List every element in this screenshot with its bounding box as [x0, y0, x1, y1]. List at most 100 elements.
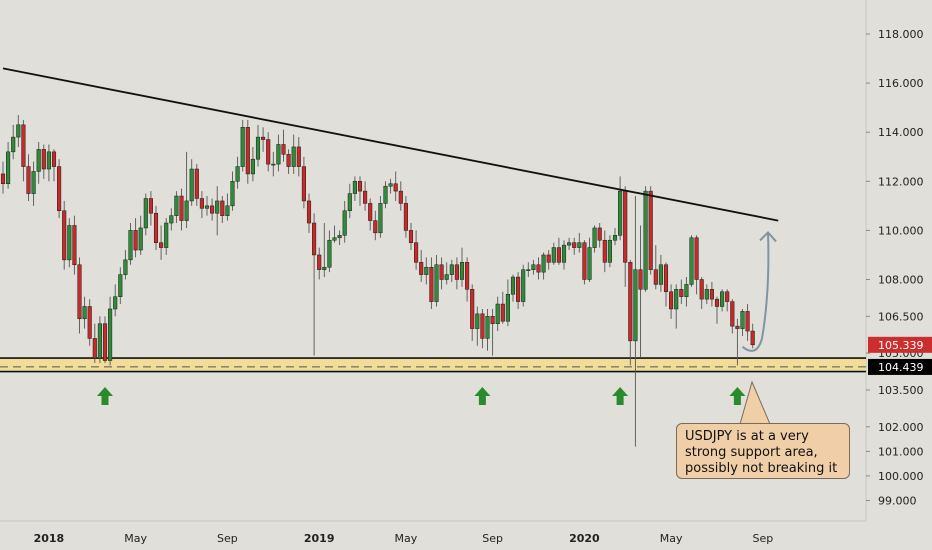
- price-tick-label: 108.000: [878, 274, 924, 287]
- candle-body: [41, 149, 46, 170]
- candle-body: [301, 166, 306, 202]
- candle-body: [536, 264, 541, 273]
- support-zone: [0, 357, 866, 373]
- annotation-line-3: possibly not breaking it: [685, 461, 838, 476]
- projection-curve: [741, 232, 770, 352]
- candle-body: [123, 259, 128, 275]
- candle-body: [465, 262, 470, 290]
- candle-body: [230, 181, 235, 207]
- candle-body: [495, 303, 500, 324]
- price-tick-label: 114.000: [878, 126, 924, 139]
- candle-body: [357, 181, 363, 192]
- candle-body: [169, 215, 174, 224]
- candle-body: [618, 190, 623, 236]
- candle-body: [281, 144, 286, 155]
- price-tick-label: 112.000: [878, 175, 924, 188]
- candle-body: [352, 181, 357, 194]
- candle-body: [709, 289, 714, 300]
- candle-body: [306, 200, 312, 224]
- candle-body: [597, 227, 602, 241]
- candle-body: [470, 289, 475, 329]
- candle-body: [582, 242, 587, 280]
- candle-body: [317, 254, 322, 270]
- candle-body: [730, 301, 735, 327]
- current-price-label: 105.339: [878, 339, 924, 352]
- candle-body: [271, 163, 276, 166]
- candle-body: [689, 237, 694, 285]
- time-axis: 2018 May Sep 2019 May Sep 2020 May Sep: [34, 532, 774, 545]
- candle-body: [26, 166, 31, 194]
- price-tick-label: 102.000: [878, 421, 924, 434]
- candle-body: [322, 266, 327, 270]
- candle-body: [133, 230, 138, 251]
- candle-body: [658, 264, 663, 285]
- candle-body: [704, 289, 709, 300]
- candle-body: [332, 237, 337, 241]
- candle-body: [699, 279, 704, 300]
- candle-body: [72, 225, 77, 266]
- candle-body: [521, 269, 526, 302]
- candle-body: [633, 269, 638, 342]
- candle-body: [638, 269, 643, 290]
- support-price-label: 104.439: [878, 361, 924, 374]
- candle-body: [485, 316, 490, 339]
- arrow-up-icon: [97, 387, 113, 405]
- candle-body: [735, 325, 740, 329]
- time-tick-label: Sep: [753, 532, 774, 545]
- candle-body: [108, 308, 113, 361]
- candle-body: [750, 330, 755, 346]
- candle-body: [607, 239, 612, 263]
- price-tick-label: 99.000: [878, 494, 917, 507]
- candle-body: [138, 227, 143, 251]
- support-zone-band: [0, 358, 866, 372]
- candle-body: [276, 144, 281, 165]
- price-tick-label: 103.500: [878, 384, 924, 397]
- time-tick-label: May: [124, 532, 147, 545]
- candle-body: [164, 222, 169, 248]
- price-tick-label: 118.000: [878, 28, 924, 41]
- candle-body: [684, 284, 689, 297]
- candle-body: [480, 313, 485, 339]
- candle-body: [419, 262, 424, 275]
- candle-body: [368, 203, 373, 221]
- candle-body: [674, 289, 679, 310]
- candle-body: [62, 210, 67, 261]
- candle-body: [459, 262, 465, 280]
- candle-body: [398, 190, 403, 204]
- candle-body: [720, 291, 725, 307]
- candle-body: [490, 316, 495, 324]
- candle-body: [388, 183, 393, 187]
- candle-body: [602, 239, 607, 263]
- candle-body: [312, 222, 317, 256]
- candle-body: [194, 168, 199, 199]
- candle-body: [740, 311, 745, 329]
- candle-body: [67, 225, 72, 261]
- candle-body: [118, 274, 123, 297]
- candle-body: [342, 210, 347, 236]
- candle-body: [393, 183, 398, 192]
- time-tick-label: Sep: [482, 532, 503, 545]
- price-tick-label: 106.500: [878, 310, 924, 323]
- projection-arrow-head: [759, 230, 777, 243]
- candle-body: [128, 230, 133, 261]
- candle-body: [250, 158, 255, 175]
- candle-body: [215, 200, 220, 214]
- candle-body: [505, 293, 510, 322]
- time-tick-label: May: [395, 532, 418, 545]
- support-arrows: [97, 387, 746, 405]
- time-tick-label: 2019: [304, 532, 335, 545]
- price-tick-label: 116.000: [878, 77, 924, 90]
- candle-body: [561, 244, 567, 263]
- candle-body: [373, 220, 378, 234]
- candle-body: [663, 264, 669, 293]
- candle-body: [174, 195, 179, 216]
- candle-body: [204, 205, 210, 209]
- annotation-callout[interactable]: USDJPY is at a very strong support area,…: [676, 423, 850, 479]
- candle-body: [546, 254, 551, 263]
- candle-body: [714, 298, 720, 307]
- annotation-line-2: strong support area,: [685, 445, 818, 460]
- candle-body: [556, 247, 561, 263]
- candle-body: [57, 166, 62, 212]
- candle-body: [531, 264, 536, 270]
